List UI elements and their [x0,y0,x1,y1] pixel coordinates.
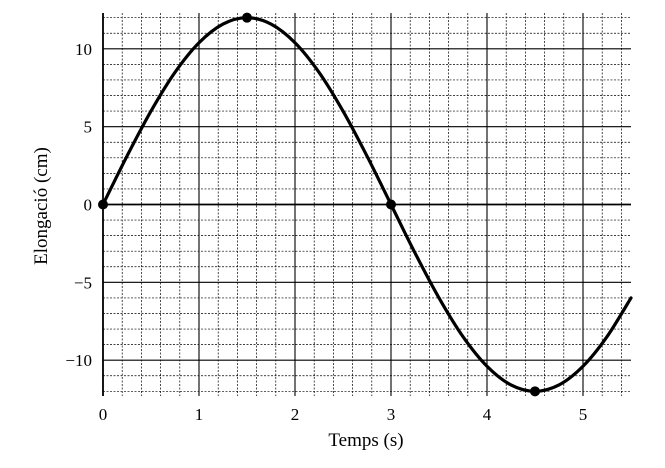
y-tick-label: −5 [74,273,92,292]
x-tick-label: 3 [387,405,396,424]
y-tick-label: 0 [84,196,93,215]
x-tick-label: 2 [291,405,300,424]
data-point [98,199,108,210]
x-tick-label: 0 [99,405,108,424]
axes [102,13,631,396]
data-point [386,199,396,210]
data-point [242,12,252,23]
y-tick-label: −10 [65,351,92,370]
x-tick-label: 4 [483,405,492,424]
y-tick-label: 5 [84,118,93,137]
y-tick-labels: 10 5 0 −5 −10 [65,40,92,370]
elongation-curve [101,16,633,393]
minor-grid [103,13,631,396]
data-point [530,386,540,397]
marked-points [98,12,540,397]
x-tick-labels: 0 1 2 3 4 5 [99,405,588,424]
series-layer [101,16,633,393]
x-tick-label: 5 [579,405,588,424]
y-axis-label: Elongació (cm) [31,147,52,265]
x-axis-label: Temps (s) [328,430,403,451]
x-tick-label: 1 [195,405,204,424]
y-tick-label: 10 [75,40,92,59]
